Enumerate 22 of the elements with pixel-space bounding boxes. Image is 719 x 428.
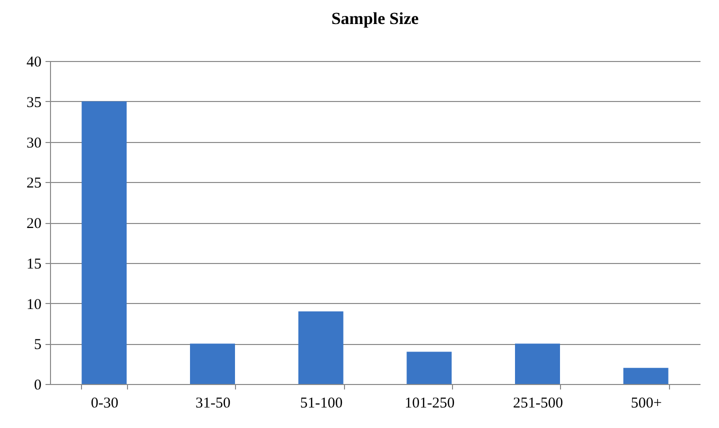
y-tick-label: 5 xyxy=(34,337,42,354)
y-tick-label: 15 xyxy=(26,256,42,272)
x-tick-label: 500+ xyxy=(630,396,662,412)
x-tick-label: 51-100 xyxy=(300,396,343,412)
bar xyxy=(82,101,127,384)
y-tick-label: 40 xyxy=(26,54,42,70)
bar xyxy=(406,352,452,384)
x-tick-label: 251-500 xyxy=(513,396,563,412)
x-tick-label: 31-50 xyxy=(196,396,230,412)
x-tick-label: 0-30 xyxy=(90,396,118,412)
y-tick-label: 10 xyxy=(26,296,42,313)
bar xyxy=(190,344,235,384)
bar xyxy=(623,368,668,384)
y-tick-label: 0 xyxy=(34,378,42,394)
chart-title: Sample Size xyxy=(331,9,420,28)
y-tick-label: 20 xyxy=(26,216,42,232)
y-tick-label: 25 xyxy=(26,176,42,192)
bar xyxy=(515,344,560,384)
bar xyxy=(298,311,344,384)
x-tick-label: 101-250 xyxy=(404,396,455,412)
y-tick-label: 35 xyxy=(26,94,42,111)
y-tick-label: 30 xyxy=(26,135,42,152)
